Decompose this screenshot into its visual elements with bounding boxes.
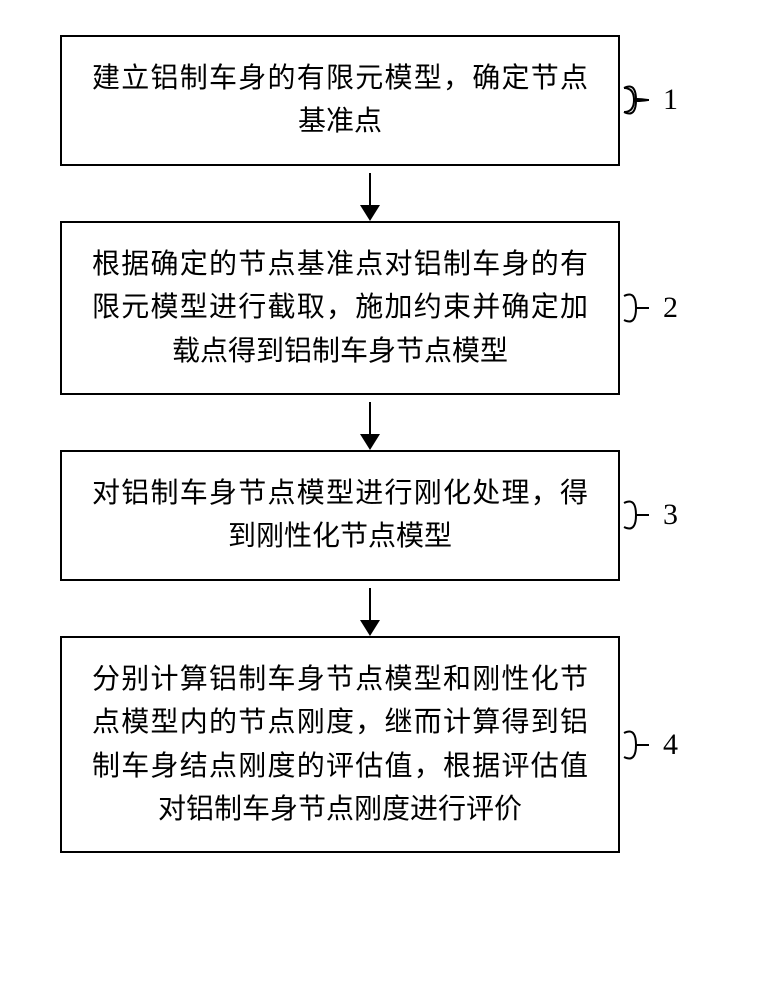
step-label-2: 2 bbox=[663, 285, 678, 332]
flowchart-container: 建立铝制车身的有限元模型，确定节点基准点 1 根据确定的节点基准点对铝制车身的有… bbox=[60, 35, 680, 853]
arrow-head-icon bbox=[360, 434, 380, 450]
bracket-icon bbox=[622, 288, 650, 328]
step-box-1: 建立铝制车身的有限元模型，确定节点基准点 1 bbox=[60, 35, 620, 166]
step-box-3: 对铝制车身节点模型进行刚化处理，得到刚性化节点模型 3 bbox=[60, 450, 620, 581]
bracket-icon bbox=[622, 725, 650, 765]
step-label-3: 3 bbox=[663, 492, 678, 539]
bracket-icon bbox=[622, 495, 650, 535]
step-text-1: 建立铝制车身的有限元模型，确定节点基准点 bbox=[92, 57, 588, 144]
step-label-4: 4 bbox=[663, 721, 678, 768]
step-label-1: 1 bbox=[663, 77, 678, 124]
step-box-2: 根据确定的节点基准点对铝制车身的有限元模型进行截取，施加约束并确定加载点得到铝制… bbox=[60, 221, 620, 395]
bracket-icon bbox=[622, 80, 650, 120]
step-text-4: 分别计算铝制车身节点模型和刚性化节点模型内的节点刚度，继而计算得到铝制车身结点刚… bbox=[92, 658, 588, 832]
arrow-2 bbox=[60, 395, 680, 450]
arrow-head-icon bbox=[360, 205, 380, 221]
step-box-4: 分别计算铝制车身节点模型和刚性化节点模型内的节点刚度，继而计算得到铝制车身结点刚… bbox=[60, 636, 620, 854]
step-text-2: 根据确定的节点基准点对铝制车身的有限元模型进行截取，施加约束并确定加载点得到铝制… bbox=[92, 243, 588, 373]
arrow-head-icon bbox=[360, 620, 380, 636]
step-text-3: 对铝制车身节点模型进行刚化处理，得到刚性化节点模型 bbox=[92, 472, 588, 559]
arrow-1 bbox=[60, 166, 680, 221]
arrow-3 bbox=[60, 581, 680, 636]
